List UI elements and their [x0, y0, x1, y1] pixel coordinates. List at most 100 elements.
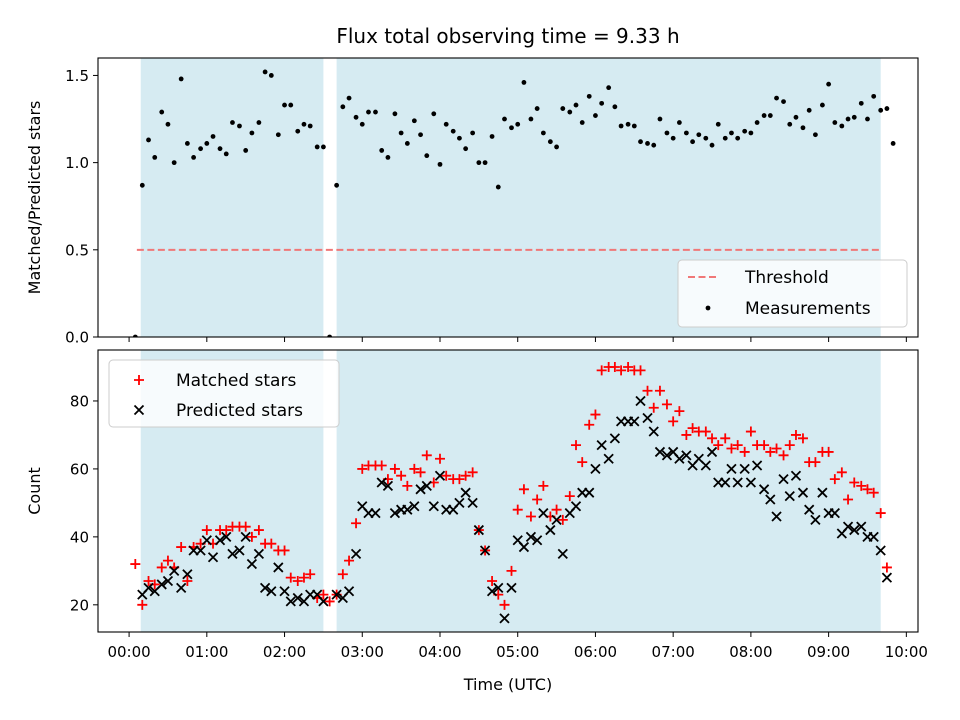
- data-point: [547, 139, 553, 145]
- data-point: [230, 120, 235, 125]
- data-point: [829, 474, 840, 485]
- data-point: [871, 93, 877, 99]
- data-point: [389, 507, 401, 519]
- data-point: [612, 104, 618, 110]
- x-tick-label: 02:00: [263, 643, 306, 661]
- data-point: [493, 582, 504, 593]
- data-point: [590, 409, 601, 420]
- data-point: [629, 416, 640, 427]
- data-point: [532, 494, 543, 505]
- data-point: [690, 139, 695, 145]
- data-point: [434, 470, 446, 481]
- data-point: [460, 470, 471, 481]
- data-point: [739, 446, 750, 457]
- data-point: [217, 146, 223, 152]
- data-point: [596, 365, 607, 376]
- data-point: [159, 109, 165, 115]
- plot-area: [130, 361, 893, 624]
- data-point: [790, 429, 801, 440]
- data-point: [603, 453, 614, 464]
- data-point: [132, 334, 138, 337]
- data-point: [765, 446, 776, 457]
- data-point: [635, 395, 646, 407]
- data-point: [176, 542, 187, 553]
- data-point: [398, 130, 404, 136]
- data-point: [765, 494, 776, 505]
- data-point: [298, 572, 309, 583]
- figure-title: Flux total observing time = 9.33 h: [336, 24, 679, 48]
- data-point: [832, 120, 838, 125]
- data-point: [557, 548, 568, 559]
- data-point: [162, 575, 174, 587]
- data-point: [253, 525, 264, 536]
- data-point: [434, 453, 445, 464]
- x-axis-label: Time (UTC): [463, 675, 552, 694]
- data-point: [441, 470, 452, 481]
- data-point: [223, 151, 229, 157]
- data-point: [370, 507, 381, 519]
- data-point: [606, 85, 612, 91]
- data-point: [246, 531, 257, 542]
- series-matched-stars: [130, 361, 892, 610]
- data-point: [301, 121, 307, 127]
- data-point: [787, 121, 793, 127]
- data-point: [554, 144, 559, 150]
- data-point: [654, 446, 666, 458]
- data-point: [858, 100, 864, 106]
- data-point: [800, 125, 806, 131]
- observing-window: [336, 350, 881, 632]
- data-point: [428, 501, 439, 512]
- data-point: [700, 460, 711, 471]
- data-point: [373, 109, 378, 115]
- data-point: [482, 160, 488, 166]
- data-point: [696, 132, 702, 138]
- data-point: [551, 514, 562, 526]
- data-point: [210, 134, 216, 139]
- data-point: [726, 443, 737, 454]
- data-point: [774, 95, 779, 101]
- data-point: [262, 69, 268, 75]
- data-point: [670, 135, 676, 141]
- data-point: [156, 579, 167, 590]
- y-tick-label: 60: [70, 460, 89, 478]
- data-point: [353, 114, 359, 120]
- data-point: [790, 470, 802, 481]
- data-point: [243, 148, 249, 153]
- data-point: [376, 460, 387, 471]
- data-point: [457, 135, 462, 141]
- data-point: [443, 121, 449, 127]
- data-point: [638, 139, 643, 145]
- data-point: [198, 146, 203, 152]
- data-point: [460, 487, 471, 498]
- series-measurements: [132, 69, 896, 337]
- data-point: [169, 565, 180, 576]
- data-point: [431, 111, 437, 117]
- data-point: [402, 480, 413, 491]
- data-point: [596, 439, 607, 451]
- data-point: [288, 102, 294, 108]
- data-point: [178, 76, 184, 82]
- data-point: [246, 558, 258, 570]
- data-point: [279, 586, 290, 597]
- data-point: [748, 130, 754, 136]
- data-point: [623, 361, 634, 372]
- data-point: [851, 114, 857, 120]
- data-point: [421, 450, 432, 461]
- data-point: [784, 440, 795, 451]
- data-point: [720, 477, 731, 488]
- data-point: [346, 95, 352, 101]
- data-point: [674, 453, 685, 464]
- data-point: [651, 142, 657, 148]
- data-point: [538, 507, 549, 519]
- data-point: [415, 467, 426, 478]
- data-point: [273, 562, 284, 573]
- data-point: [324, 596, 335, 607]
- data-point: [307, 123, 313, 129]
- data-point: [512, 504, 523, 515]
- legend-measurement-swatch: [705, 305, 711, 311]
- data-point: [778, 450, 789, 461]
- plot-area: [132, 69, 896, 337]
- data-point: [275, 132, 281, 138]
- data-point: [487, 576, 498, 587]
- data-point: [862, 484, 873, 495]
